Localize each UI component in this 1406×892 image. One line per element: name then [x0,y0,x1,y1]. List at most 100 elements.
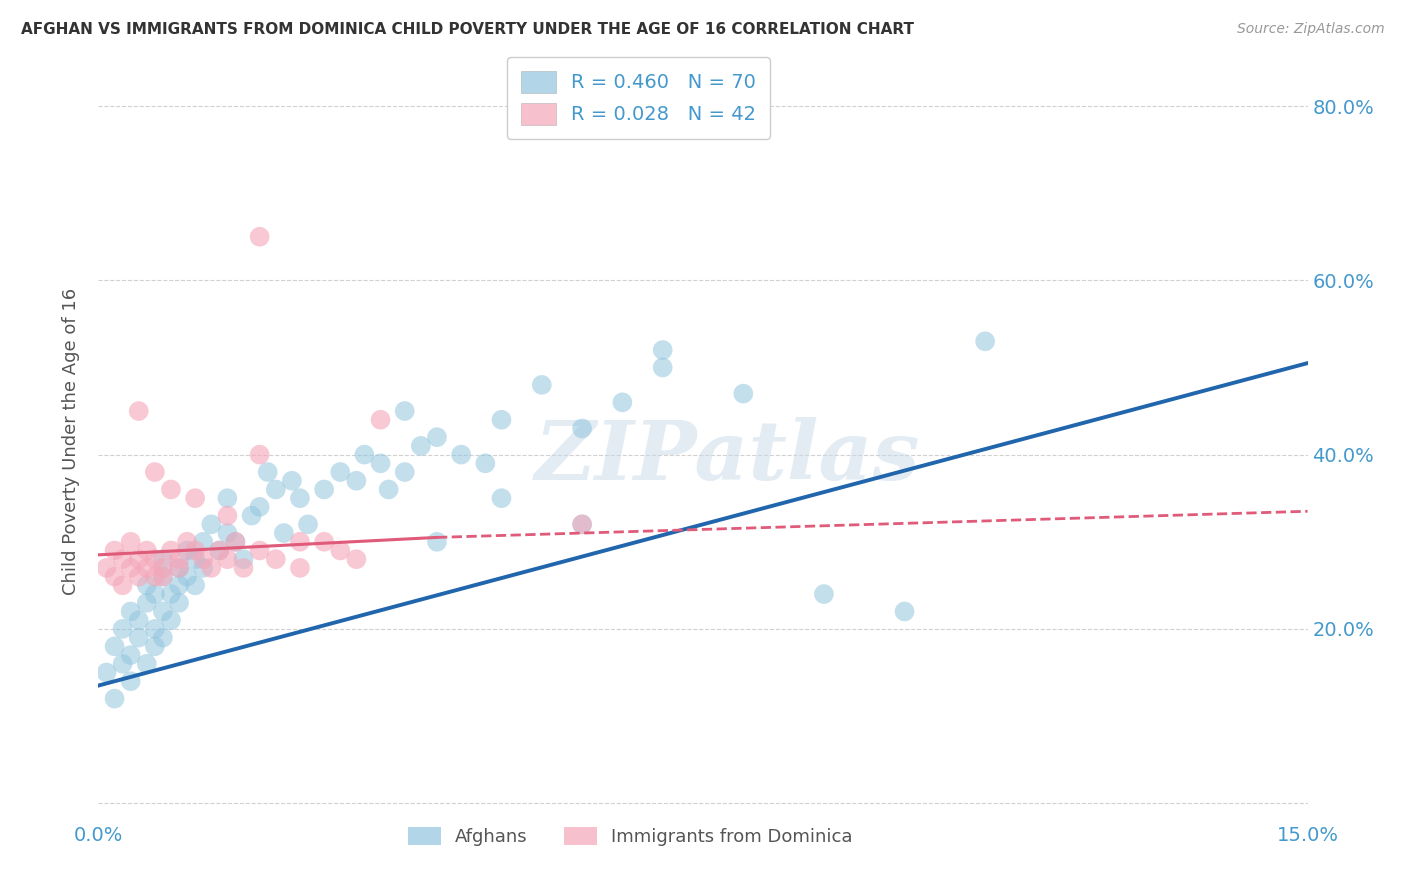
Point [240,508,263,523]
Point [143,640,166,654]
Point [264,552,287,566]
Point [377,483,399,497]
Point [200,561,222,575]
Point [571,421,593,435]
Point [217,552,239,566]
Point [176,534,198,549]
Point [394,404,416,418]
Point [370,456,392,470]
Point [135,596,157,610]
Point [120,605,142,619]
Point [426,534,449,549]
Point [152,569,174,583]
Point [128,631,150,645]
Point [297,517,319,532]
Point [193,534,215,549]
Point [143,569,166,583]
Point [96,665,118,680]
Point [288,561,311,575]
Point [135,561,157,575]
Point [103,569,125,583]
Point [128,613,150,627]
Point [111,622,134,636]
Point [491,413,513,427]
Point [344,552,367,566]
Point [612,395,634,409]
Point [128,569,150,583]
Point [111,552,134,566]
Point [143,552,166,566]
Point [128,404,150,418]
Point [409,439,432,453]
Point [111,657,134,671]
Point [256,465,278,479]
Point [288,491,311,506]
Point [160,483,183,497]
Point [474,456,496,470]
Point [217,526,239,541]
Point [571,517,593,532]
Point [249,500,271,514]
Point [329,465,352,479]
Point [111,578,134,592]
Point [249,229,271,244]
Point [232,561,254,575]
Point [184,543,207,558]
Point [370,413,392,427]
Point [152,605,174,619]
Point [184,491,207,506]
Point [160,613,183,627]
Point [208,543,231,558]
Point [273,526,295,541]
Point [135,543,157,558]
Point [167,561,190,575]
Point [224,534,246,549]
Point [353,448,375,462]
Point [167,552,190,566]
Point [120,674,142,689]
Point [143,622,166,636]
Point [160,543,183,558]
Point [152,631,174,645]
Point [232,552,254,566]
Point [264,483,287,497]
Point [974,334,997,349]
Point [152,552,174,566]
Text: AFGHAN VS IMMIGRANTS FROM DOMINICA CHILD POVERTY UNDER THE AGE OF 16 CORRELATION: AFGHAN VS IMMIGRANTS FROM DOMINICA CHILD… [21,22,914,37]
Point [530,377,553,392]
Point [426,430,449,444]
Point [167,561,190,575]
Point [193,561,215,575]
Point [193,552,215,566]
Point [135,578,157,592]
Point [329,543,352,558]
Point [651,343,673,357]
Point [344,474,367,488]
Point [314,483,336,497]
Point [120,534,142,549]
Point [120,561,142,575]
Legend: Afghans, Immigrants from Dominica: Afghans, Immigrants from Dominica [401,820,859,854]
Text: Source: ZipAtlas.com: Source: ZipAtlas.com [1237,22,1385,37]
Y-axis label: Child Poverty Under the Age of 16: Child Poverty Under the Age of 16 [62,288,80,595]
Point [281,474,304,488]
Point [394,465,416,479]
Point [184,578,207,592]
Point [208,543,231,558]
Point [249,448,271,462]
Point [103,691,125,706]
Point [288,534,311,549]
Point [184,552,207,566]
Point [893,605,915,619]
Point [491,491,513,506]
Point [450,448,472,462]
Point [167,578,190,592]
Point [176,543,198,558]
Point [152,569,174,583]
Point [314,534,336,549]
Point [143,587,166,601]
Text: ZIPatlas: ZIPatlas [534,417,920,497]
Point [813,587,835,601]
Point [224,534,246,549]
Point [249,543,271,558]
